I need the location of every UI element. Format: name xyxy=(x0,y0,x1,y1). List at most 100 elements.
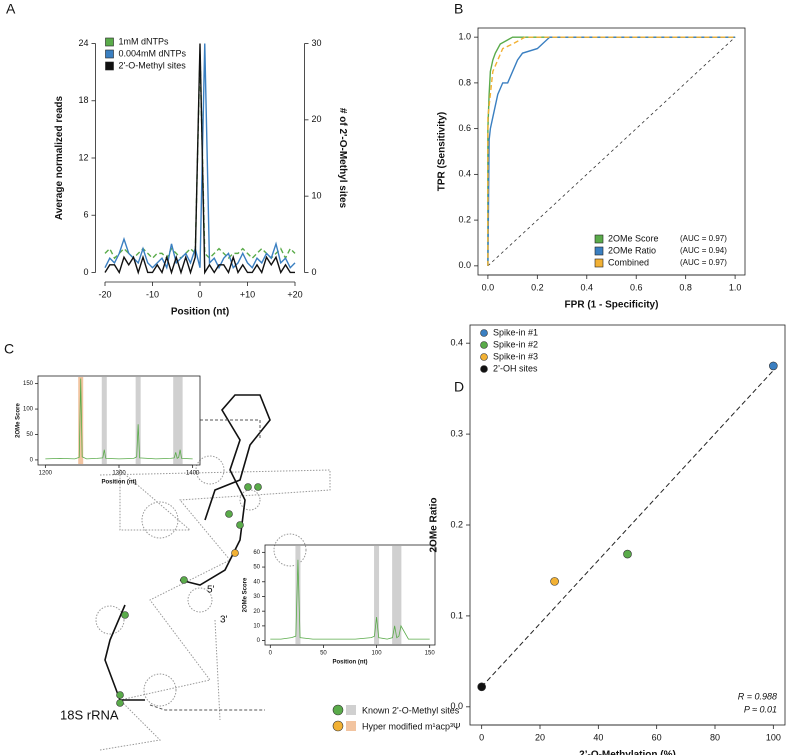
connector xyxy=(149,704,265,711)
x-axis-label: Position (nt) xyxy=(102,480,137,486)
y-tick-label: 50 xyxy=(26,432,33,438)
y2-axis-label: # of 2'-O-Methyl sites xyxy=(337,108,348,209)
x-axis-label: Position (nt) xyxy=(333,660,368,666)
x-tick-label: 1200 xyxy=(39,471,53,477)
y-tick-label: 0.0 xyxy=(450,701,463,711)
y-tick-label: 0.1 xyxy=(450,610,463,620)
y-tick-label: 20 xyxy=(253,609,260,615)
y2-tick-label: 30 xyxy=(312,38,322,48)
loop xyxy=(273,533,307,567)
panel-label: D xyxy=(454,379,464,395)
legend-swatch xyxy=(346,705,356,715)
x-tick-label: 100 xyxy=(372,651,383,657)
y-axis-label: 2OMe Score xyxy=(243,577,249,612)
three-prime-label: 3' xyxy=(220,615,228,626)
legend-swatch xyxy=(105,61,114,71)
y-tick-label: 0 xyxy=(257,638,261,644)
structure-outline xyxy=(99,469,331,751)
y-tick-label: 0.4 xyxy=(458,169,471,179)
y-tick-label: 0.0 xyxy=(458,260,471,270)
loop xyxy=(195,455,225,485)
stem xyxy=(119,468,192,531)
legend-label: Combined xyxy=(608,257,649,267)
site-marker xyxy=(254,483,262,491)
series-line xyxy=(104,43,296,270)
connectors xyxy=(149,419,265,711)
series-line xyxy=(45,378,193,460)
legend-label: Spike-in #2 xyxy=(493,339,538,349)
x-tick-label: 0.0 xyxy=(482,282,495,292)
x-tick-label: 0.4 xyxy=(581,282,594,292)
y-tick-label: 40 xyxy=(253,579,260,585)
x-tick-label: 100 xyxy=(766,732,781,742)
y-tick-label: 100 xyxy=(23,407,34,413)
highlight-band xyxy=(374,546,380,644)
highlight-band xyxy=(135,377,141,464)
y-tick-label: 10 xyxy=(253,623,260,629)
y-tick-label: 30 xyxy=(253,594,260,600)
y-tick-label: 150 xyxy=(23,381,34,387)
y-tick-label: 0.4 xyxy=(450,338,463,348)
chart: -20 -10 0 +10 +20 Position (nt) 0 6 12 18 24 Averag… xyxy=(54,36,348,317)
connector xyxy=(200,419,261,440)
y2-tick-label: 20 xyxy=(312,114,322,124)
highlight-band xyxy=(396,546,402,644)
legend-label: 2’-OH sites xyxy=(493,363,538,373)
rrna-structure xyxy=(95,455,331,751)
legend-note: (AUC = 0.94) xyxy=(680,246,727,255)
y-axis-label: 2OMe Score xyxy=(16,402,22,437)
scatter-point xyxy=(477,682,486,692)
legend-marker xyxy=(480,365,488,373)
series-line xyxy=(481,370,774,688)
chart: 0 20 40 60 80 100 2’-O-Methylation (%) 0.0 0.1 0.… xyxy=(429,324,786,755)
y-tick-label: 12 xyxy=(78,152,88,162)
legend-note: (AUC = 0.97) xyxy=(680,258,727,267)
chart: 0 50 100 150 Position (nt) 0 10 20 30 40 50 60 2OMe … xyxy=(243,544,436,666)
y-tick-label: 24 xyxy=(78,38,88,48)
legend-marker xyxy=(480,341,488,349)
legend-label: 2OMe Ratio xyxy=(608,245,656,255)
y-tick-label: 0.6 xyxy=(458,123,471,133)
y-tick-label: 0 xyxy=(83,267,88,277)
y-tick-label: 50 xyxy=(253,565,260,571)
loop xyxy=(141,501,179,539)
series-line xyxy=(487,36,736,266)
x-tick-label: -10 xyxy=(146,289,159,299)
chart: 1200 1300 1400 Position (nt) 0 50 100 150 2OMe S… xyxy=(16,375,201,486)
legend-swatch xyxy=(105,37,114,47)
loop xyxy=(239,489,261,511)
highlight-band xyxy=(392,546,398,644)
x-tick-label: 0 xyxy=(479,732,484,742)
legend-label: Hyper modified m¹acp³Ψ xyxy=(362,721,461,731)
plot-frame xyxy=(264,544,436,646)
site-marker xyxy=(116,699,124,707)
legend-marker xyxy=(332,704,344,716)
legend-label: Known 2'-O-Methyl sites xyxy=(362,705,460,715)
annotation: P ≈ 0.01 xyxy=(744,704,777,714)
rrna-title: 18S rRNA xyxy=(60,707,119,722)
y-tick-label: 1.0 xyxy=(458,32,471,42)
x-tick-label: 0.6 xyxy=(630,282,643,292)
x-tick-label: 150 xyxy=(425,651,436,657)
x-tick-label: -20 xyxy=(98,289,111,299)
panel-label: C xyxy=(4,341,14,357)
strand xyxy=(179,394,271,586)
y-axis-label: TPR (Sensitivity) xyxy=(437,112,448,191)
legend-swatch xyxy=(346,721,356,731)
x-tick-label: 1300 xyxy=(112,471,126,477)
legend-marker xyxy=(480,329,488,337)
x-tick-label: +10 xyxy=(240,289,255,299)
x-tick-label: 80 xyxy=(710,732,720,742)
scatter-point xyxy=(769,361,778,371)
legend-label: 0.004mM dNTPs xyxy=(119,48,187,58)
series-line xyxy=(104,53,296,260)
x-tick-label: 0 xyxy=(269,651,273,657)
x-tick-label: 20 xyxy=(535,732,545,742)
strand xyxy=(104,604,145,701)
highlight-band xyxy=(295,546,301,644)
series-line xyxy=(270,559,430,640)
highlight-band xyxy=(173,377,179,464)
legend-swatch xyxy=(594,258,604,268)
site-marker xyxy=(121,611,129,619)
